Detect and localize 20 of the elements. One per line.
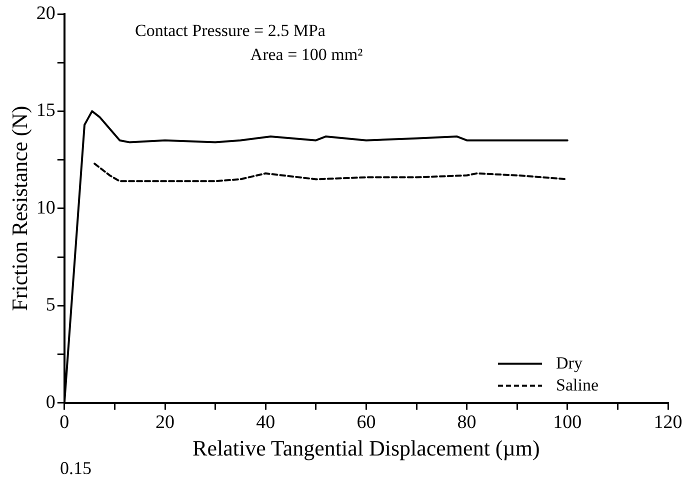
x-tick-label: 120 <box>654 412 682 434</box>
text: 0.15 <box>60 458 92 478</box>
legend-label: Saline <box>556 375 598 394</box>
y-tick-label: 0 <box>46 392 56 413</box>
x-tick-label: 20 <box>156 412 174 434</box>
x-tick-label: 60 <box>356 412 376 434</box>
legend-label: Dry <box>556 353 583 372</box>
x-tick-label: 0 <box>60 412 70 434</box>
line-series <box>94 162 568 182</box>
x-axis-title: Relative Tangential Displacement (µm) <box>192 436 540 461</box>
annotation: Contact Pressure = 2.5 MPa <box>135 21 326 40</box>
x-tick-label: 80 <box>457 412 476 434</box>
y-tick-label: 10 <box>36 197 56 218</box>
y-tick-label: 20 <box>36 2 56 24</box>
x-tick-label: 40 <box>256 412 276 434</box>
y-tick-label: 5 <box>46 294 56 316</box>
y-tick-label: 15 <box>36 100 56 122</box>
annotation: Area = 100 mm² <box>250 45 363 64</box>
y-axis-title: Friction Resistance (N) <box>6 106 32 312</box>
x-tick-label: 100 <box>553 412 582 434</box>
